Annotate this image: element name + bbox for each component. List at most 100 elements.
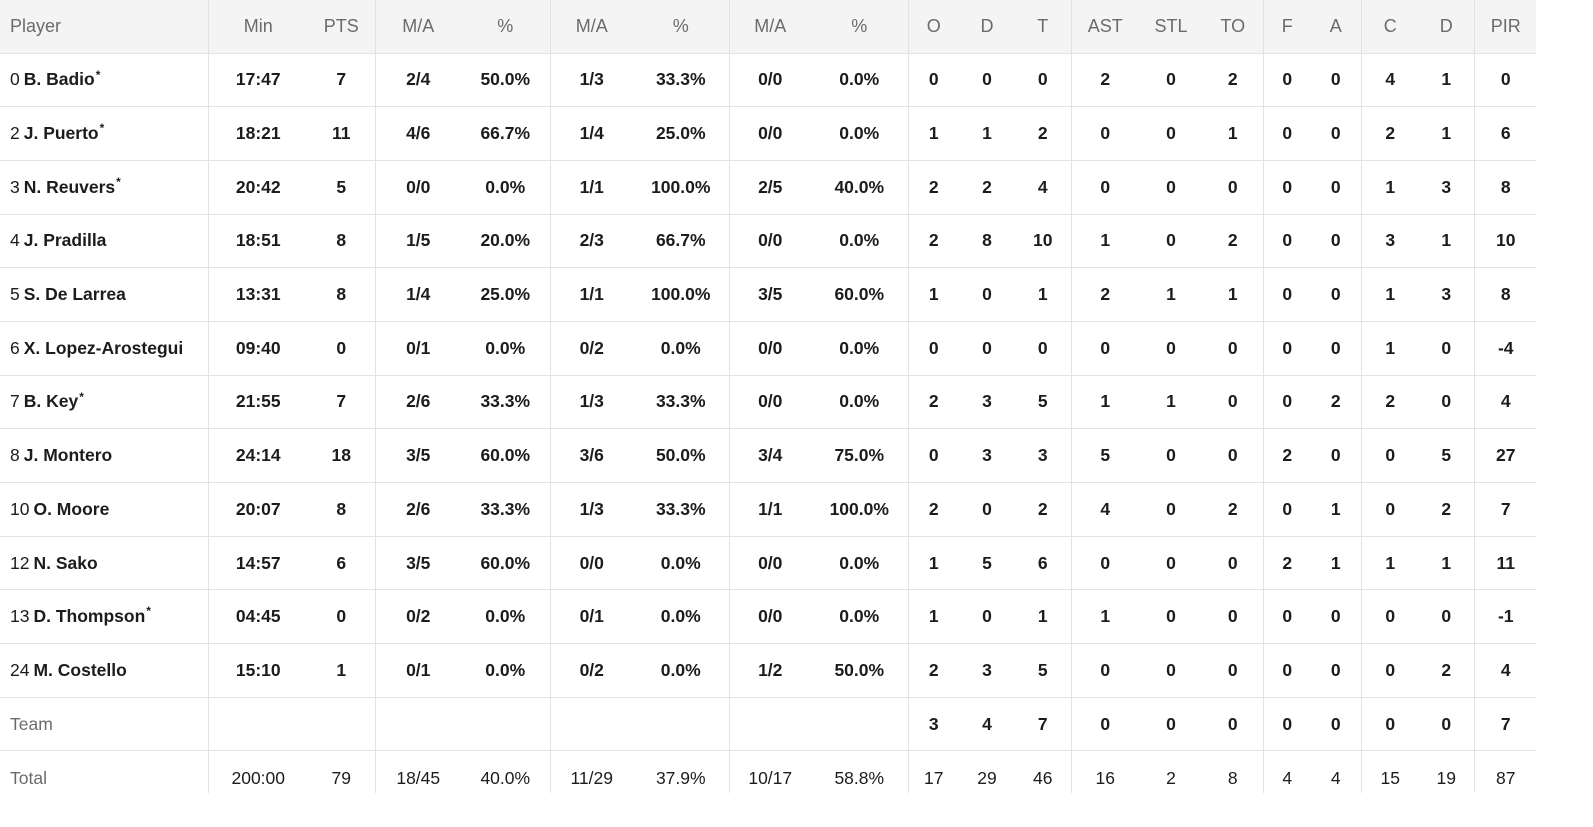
header-pts[interactable]: PTS [308, 0, 376, 54]
header-reb-def[interactable]: D [959, 0, 1015, 54]
stat-fouls: 0 [1263, 321, 1311, 376]
player-name-link[interactable]: D. Thompson [33, 606, 146, 627]
player-name-link[interactable]: B. Badio [23, 69, 95, 90]
stat-reb-def: 3 [959, 428, 1015, 483]
stat-against: 0 [1311, 321, 1362, 376]
stat-reb-def: 5 [959, 536, 1015, 591]
starter-mark: * [116, 174, 121, 189]
stat-committed: 15 [1380, 767, 1400, 788]
table-body: 0 B. Badio* 17:47 7 2/4 50.0% 1/3 33.3% 0/0 0.0% 0… [0, 53, 1536, 793]
stat-fg3-made-att: 0/2 [550, 321, 633, 376]
player-name-link[interactable]: J. Montero [23, 445, 113, 466]
stat-ft-pct: 60.0% [811, 267, 909, 322]
stat-reb-off: 17 [924, 767, 944, 788]
stat-ast: 0 [1071, 160, 1139, 215]
stat-ft-made-att: 0/0 [729, 589, 811, 645]
header-ft-made-att[interactable]: M/A [729, 0, 811, 54]
stat-against: 0 [1311, 643, 1362, 698]
player-name-link[interactable]: N. Reuvers [23, 176, 116, 197]
stat-drawn: 3 [1419, 267, 1475, 322]
stat-pir: 87 [1496, 767, 1516, 788]
stat-fg2-made-att [375, 697, 461, 752]
stat-to: 0 [1203, 536, 1264, 591]
starter-mark: * [79, 389, 84, 404]
stat-to: 0 [1203, 160, 1264, 215]
stat-fg3-made-att: 1/1 [550, 160, 633, 215]
stat-reb-def: 0 [959, 267, 1015, 322]
player-cell: 13 D. Thompson* [0, 589, 209, 645]
stat-against: 4 [1311, 750, 1362, 793]
player-name-link[interactable]: X. Lopez-Arostegui [23, 337, 184, 358]
header-fg2-made-att[interactable]: M/A [375, 0, 461, 54]
stat-fg3-made-att: 0/0 [550, 536, 633, 591]
header-fouls[interactable]: F [1263, 0, 1311, 54]
header-drawn[interactable]: D [1419, 0, 1475, 54]
header-min[interactable]: Min [208, 0, 308, 54]
stat-ft-pct: 0.0% [811, 53, 909, 108]
stat-reb-total: 10 [1015, 214, 1072, 269]
header-player[interactable]: Player [0, 0, 209, 54]
header-against[interactable]: A [1311, 0, 1362, 54]
header-fg2-pct[interactable]: % [461, 0, 551, 54]
stat-ast: 1 [1071, 214, 1139, 269]
header-reb-total[interactable]: T [1015, 0, 1072, 54]
starter-mark: * [95, 67, 101, 82]
stat-stl: 0 [1139, 536, 1203, 591]
stat-fg3-made-att: 1/3 [550, 375, 633, 430]
stat-reb-def: 3 [959, 375, 1015, 430]
player-row: 4 J. Pradilla 18:51 8 1/5 20.0% 2/3 66.7% 0/0 0.0… [0, 214, 1536, 269]
stat-committed: 0 [1361, 428, 1419, 483]
header-ast[interactable]: AST [1071, 0, 1139, 54]
player-number: 6 [10, 337, 20, 358]
box-score-table: Player Min PTS M/A% M/A% M/A% O D T AST STL TO F A C D P… [0, 0, 1536, 793]
player-name-link[interactable]: M. Costello [33, 659, 127, 680]
stat-ast: 0 [1071, 643, 1139, 698]
stat-ft-made-att: 0/0 [729, 53, 811, 108]
stat-to: 0 [1203, 589, 1264, 645]
header-to[interactable]: TO [1203, 0, 1264, 54]
stat-reb-off: 3 [908, 697, 959, 752]
stat-ft-made-att: 1/2 [729, 643, 811, 698]
header-fg3-pct[interactable]: % [633, 0, 730, 54]
stat-ft-pct: 0.0% [811, 589, 909, 645]
header-pir[interactable]: PIR [1474, 0, 1536, 54]
stat-fg2-made-att: 2/6 [375, 375, 461, 430]
player-name-link[interactable]: S. De Larrea [23, 284, 126, 305]
stat-ft-pct: 0.0% [811, 375, 909, 430]
stat-fg3-made-att: 0/2 [550, 643, 633, 698]
header-stl[interactable]: STL [1139, 0, 1203, 54]
player-name-link[interactable]: N. Sako [33, 552, 98, 573]
stat-ast: 0 [1071, 321, 1139, 376]
player-number: 5 [10, 284, 20, 305]
player-row: 13 D. Thompson* 04:45 0 0/2 0.0% 0/1 0.0% 0/0 0.0… [0, 589, 1536, 645]
stat-ast: 2 [1071, 53, 1139, 108]
stat-stl: 0 [1139, 697, 1203, 752]
stat-ft-made-att: 3/5 [729, 267, 811, 322]
stat-fg3-pct: 33.3% [633, 375, 730, 430]
player-name-link[interactable]: J. Puerto [23, 123, 99, 144]
stat-fg2-pct: 0.0% [461, 589, 551, 645]
header-reb-off[interactable]: O [908, 0, 959, 54]
stat-reb-def: 8 [959, 214, 1015, 269]
stat-committed: 2 [1361, 106, 1419, 161]
stat-to: 0 [1203, 697, 1264, 752]
stat-fg2-pct: 0.0% [461, 643, 551, 698]
stat-ft-pct: 50.0% [811, 643, 909, 698]
stat-fg2-pct: 0.0% [461, 321, 551, 376]
player-row: 10 O. Moore 20:07 8 2/6 33.3% 1/3 33.3% 1/1 100.0… [0, 482, 1536, 537]
stat-reb-def: 0 [959, 482, 1015, 537]
player-name-link[interactable]: J. Pradilla [23, 230, 107, 251]
header-committed[interactable]: C [1361, 0, 1419, 54]
stat-drawn: 19 [1419, 750, 1475, 793]
stat-min: 18:21 [208, 106, 308, 161]
player-name-link[interactable]: O. Moore [33, 498, 110, 519]
header-ft-pct[interactable]: % [811, 0, 909, 54]
player-name-link[interactable]: B. Key [23, 391, 79, 412]
header-fg3-made-att[interactable]: M/A [550, 0, 633, 54]
stat-ft-made-att: 0/0 [729, 214, 811, 269]
stat-fg3-pct: 66.7% [633, 214, 730, 269]
stat-fg2-pct: 25.0% [461, 267, 551, 322]
player-cell: 3 N. Reuvers* [0, 160, 209, 215]
player-number: 10 [10, 498, 30, 519]
player-row: 12 N. Sako 14:57 6 3/5 60.0% 0/0 0.0% 0/0 0.0% 1 5 6… [0, 536, 1536, 591]
